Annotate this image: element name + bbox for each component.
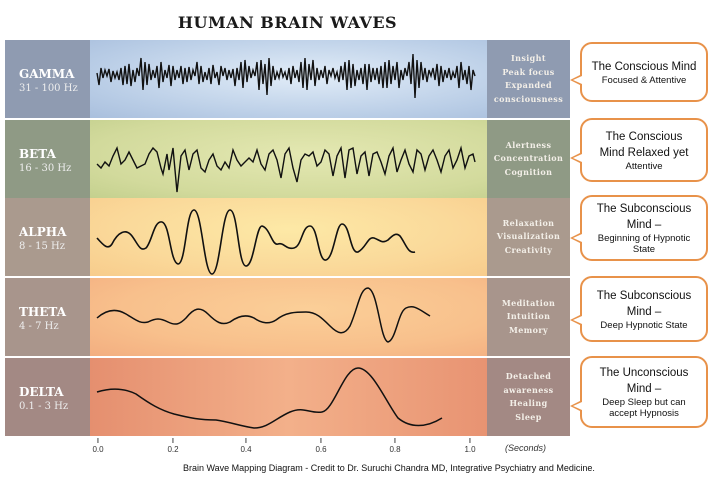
state-text: Insight bbox=[510, 53, 546, 63]
state-text: Alertness bbox=[505, 139, 552, 150]
band-name: THETA bbox=[19, 305, 66, 319]
label-gamma: GAMMA 31 - 100 Hz bbox=[5, 40, 90, 118]
callout-alpha: The Subconscious Mind – Beginning of Hyp… bbox=[570, 195, 708, 261]
axis-unit: (Seconds) bbox=[505, 443, 547, 453]
state-text: Expanded bbox=[505, 80, 552, 90]
wave-beta bbox=[90, 120, 487, 198]
axis-tick: 0.4 bbox=[240, 438, 251, 454]
callout-delta: The Unconscious Mind – Deep Sleep but ca… bbox=[570, 356, 708, 428]
callout-subtitle: Attentive bbox=[625, 160, 663, 172]
callout-gamma: The Conscious Mind Focused & Attentive bbox=[570, 42, 708, 102]
axis-tick: 0.6 bbox=[315, 438, 326, 454]
band-frequency: 4 - 7 Hz bbox=[19, 321, 59, 332]
state-text: Detached bbox=[505, 371, 552, 381]
state-text: Healing bbox=[509, 398, 548, 408]
states-alpha: Relaxation Visualization Creativity bbox=[487, 198, 570, 276]
callout-subtitle: Deep Hypnotic State bbox=[600, 319, 688, 331]
row-alpha: ALPHA 8 - 15 Hz Relaxation Visualization… bbox=[5, 198, 570, 276]
caption: Brain Wave Mapping Diagram - Credit to D… bbox=[183, 463, 595, 473]
label-beta: BETA 16 - 30 Hz bbox=[5, 120, 90, 198]
label-delta: DELTA 0.1 - 3 Hz bbox=[5, 358, 90, 436]
state-text: Visualization bbox=[496, 231, 561, 242]
states-delta: Detached awareness Healing Sleep bbox=[487, 358, 570, 436]
wave-gamma bbox=[90, 40, 487, 118]
callout-theta: The Subconscious Mind – Deep Hypnotic St… bbox=[570, 276, 708, 342]
state-text: Cognition bbox=[504, 166, 553, 177]
label-alpha: ALPHA 8 - 15 Hz bbox=[5, 198, 90, 276]
wave-delta bbox=[90, 358, 487, 436]
state-text: Concentration bbox=[493, 153, 564, 164]
state-text: Sleep bbox=[515, 411, 542, 422]
diagram-title: HUMAN BRAIN WAVES bbox=[177, 13, 398, 32]
states-gamma: Insight Peak focus Expanded consciousnes… bbox=[487, 40, 570, 118]
callout-title: The Unconscious Mind – bbox=[599, 367, 689, 395]
callout-subtitle: Focused & Attentive bbox=[601, 74, 687, 86]
callout-subtitle: Deep Sleep but can accept Hypnosis bbox=[602, 397, 686, 419]
callout-beta: The Conscious Mind Relaxed yet Attentive bbox=[570, 118, 708, 182]
axis-tick: 0.0 bbox=[92, 438, 103, 454]
band-name: ALPHA bbox=[19, 225, 67, 239]
band-name: BETA bbox=[19, 147, 56, 161]
wave-alpha bbox=[90, 198, 487, 276]
label-theta: THETA 4 - 7 Hz bbox=[5, 278, 90, 356]
states-beta: Alertness Concentration Cognition bbox=[487, 120, 570, 198]
callout-title: The Subconscious Mind – bbox=[596, 203, 692, 231]
row-theta: THETA 4 - 7 Hz Meditation Intuition Memo… bbox=[5, 278, 570, 356]
state-text: Relaxation bbox=[502, 217, 555, 228]
band-name: GAMMA bbox=[19, 67, 75, 81]
state-text: awareness bbox=[503, 384, 554, 395]
callout-title: The Conscious Mind Relaxed yet bbox=[599, 130, 689, 159]
callout-title: The Subconscious Mind – bbox=[596, 289, 692, 318]
state-text: Peak focus bbox=[502, 66, 555, 77]
callout-title: The Conscious Mind bbox=[591, 60, 697, 73]
state-text: Intuition bbox=[506, 311, 551, 322]
axis-tick: 0.8 bbox=[389, 438, 400, 454]
time-axis: 0.0 0.2 0.4 0.6 0.8 1.0 bbox=[0, 438, 718, 458]
axis-tick: 0.2 bbox=[167, 438, 178, 454]
state-text: Meditation bbox=[501, 297, 556, 308]
state-text: Creativity bbox=[504, 244, 553, 255]
callout-subtitle: Beginning of Hypnotic State bbox=[597, 233, 691, 255]
wave-theta bbox=[90, 278, 487, 356]
band-name: DELTA bbox=[19, 385, 64, 399]
row-gamma: GAMMA 31 - 100 Hz Insight Peak focus Exp… bbox=[5, 40, 570, 118]
states-theta: Meditation Intuition Memory bbox=[487, 278, 570, 356]
state-text: consciousness bbox=[493, 93, 564, 104]
band-frequency: 31 - 100 Hz bbox=[19, 83, 78, 94]
row-delta: DELTA 0.1 - 3 Hz Detached awareness Heal… bbox=[5, 358, 570, 436]
band-frequency: 8 - 15 Hz bbox=[19, 241, 65, 252]
state-text: Memory bbox=[508, 324, 548, 335]
band-frequency: 0.1 - 3 Hz bbox=[19, 401, 69, 412]
band-frequency: 16 - 30 Hz bbox=[19, 163, 72, 174]
axis-tick: 1.0 bbox=[464, 438, 475, 454]
row-beta: BETA 16 - 30 Hz Alertness Concentration … bbox=[5, 120, 570, 198]
